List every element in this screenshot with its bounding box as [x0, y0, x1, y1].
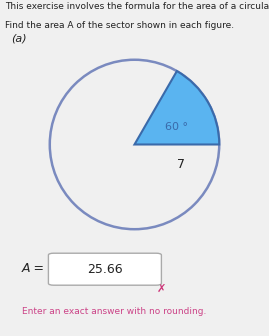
Text: Enter an exact answer with no rounding.: Enter an exact answer with no rounding. — [22, 307, 206, 316]
Text: This exercise involves the formula for the area of a circular se: This exercise involves the formula for t… — [5, 2, 269, 11]
Text: Find the area A of the sector shown in each figure.: Find the area A of the sector shown in e… — [5, 21, 235, 30]
Text: 60 °: 60 ° — [165, 122, 188, 132]
Text: (a): (a) — [11, 33, 26, 43]
FancyBboxPatch shape — [48, 253, 161, 285]
Wedge shape — [134, 71, 219, 144]
Text: ✗: ✗ — [157, 284, 166, 294]
Text: 7: 7 — [177, 158, 185, 171]
Text: A =: A = — [22, 262, 45, 275]
Text: 25.66: 25.66 — [87, 263, 123, 276]
